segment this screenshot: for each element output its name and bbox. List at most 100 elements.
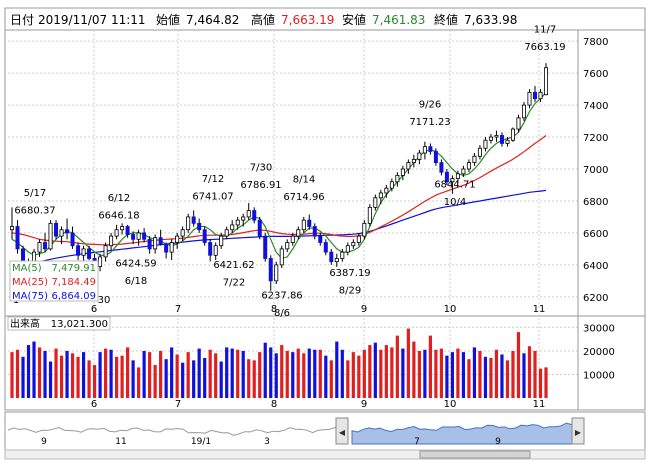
price-annotation: 5/17 [24, 188, 46, 199]
x-tick-label: 10 [444, 304, 457, 315]
volume-bar [131, 360, 135, 398]
candle [169, 239, 174, 261]
volume-bar [357, 355, 361, 398]
volume-bar [98, 352, 102, 398]
volume-bar [181, 362, 185, 398]
price-annotation: 8/29 [339, 286, 361, 297]
overview-handle-right[interactable] [571, 417, 585, 445]
candle [246, 203, 251, 221]
volume-bar [230, 348, 234, 398]
candle [43, 232, 48, 253]
volume-bar [324, 355, 328, 398]
header-high-value: 7,663.19 [281, 13, 334, 27]
candle [224, 226, 229, 240]
price-tick-label: 7400 [583, 101, 608, 112]
volume-bar [461, 352, 466, 398]
volume-bar [439, 348, 444, 398]
volume-bar [159, 350, 163, 398]
candle [76, 242, 81, 261]
volume-bar [142, 350, 146, 398]
candle [538, 89, 543, 102]
volume-tick-label: 20000 [583, 347, 615, 358]
ma5-line [11, 91, 547, 260]
volume-bar [280, 345, 284, 398]
overview-handle-left[interactable] [335, 417, 349, 445]
volume-bar [307, 348, 311, 398]
candle [439, 159, 444, 176]
volume-bar [483, 356, 488, 398]
header-high-label: 高値 [251, 12, 275, 27]
volume-bar [445, 355, 449, 398]
volume-bar [236, 349, 240, 398]
candle [472, 153, 477, 166]
price-annotation: 6/12 [108, 193, 130, 204]
volume-bar [434, 349, 438, 398]
volume-bar [291, 352, 295, 398]
volume-bar [373, 342, 377, 398]
candle [505, 137, 510, 147]
price-annotation: 7/30 [250, 163, 272, 174]
volume-bar [274, 353, 278, 398]
candle [422, 141, 427, 160]
scrollbar-thumb[interactable] [419, 450, 531, 459]
volume-bar [48, 361, 53, 398]
candle [483, 137, 488, 152]
candle [428, 143, 433, 155]
header-date-value: 2019/11/07 11:11 [38, 13, 146, 27]
candle [510, 127, 515, 142]
candle [219, 232, 224, 249]
candle [466, 159, 471, 173]
legend-ma75-value: 6,864.09 [51, 291, 96, 302]
header-date-label: 日付 [10, 13, 34, 27]
volume-bar [489, 358, 493, 398]
volume-bar [76, 356, 80, 398]
volume-bar [114, 356, 119, 398]
candle [87, 245, 92, 261]
candle [384, 184, 389, 198]
volume-bar [318, 349, 322, 398]
volume-x-tick-label: 8 [271, 399, 277, 410]
candle [191, 210, 196, 227]
candle [125, 224, 130, 238]
volume-bar [296, 348, 300, 398]
x-tick-label: 7 [175, 304, 181, 315]
volume-bar [522, 353, 526, 398]
volume-bar [103, 348, 108, 398]
volume-bar [472, 347, 477, 398]
candle [544, 63, 549, 96]
volume-bar [390, 347, 394, 398]
candle [147, 236, 152, 254]
candle [235, 216, 240, 230]
candle [136, 229, 141, 246]
volume-x-tick-label: 7 [175, 399, 181, 410]
overview-tick-label: 9 [495, 437, 501, 447]
candle [164, 242, 169, 259]
candle [532, 85, 537, 102]
volume-bar [544, 367, 548, 398]
volume-bar [340, 349, 344, 398]
overview-tick-label: 11 [115, 437, 126, 447]
header-low-value: 7,461.83 [372, 13, 425, 27]
candle [312, 223, 317, 240]
price-annotation: 6237.86 [261, 290, 302, 301]
price-annotation: 11/7 [534, 24, 556, 35]
candle [406, 159, 411, 174]
scrollbar-track[interactable] [4, 449, 646, 460]
candle [208, 239, 213, 262]
volume-bar [26, 345, 31, 398]
volume-bar [412, 341, 416, 398]
volume-bar [533, 350, 537, 398]
candle [186, 213, 191, 233]
price-annotation: 6786.91 [240, 180, 281, 191]
volume-bar [335, 341, 339, 398]
volume-bar [456, 348, 460, 398]
candle [417, 149, 422, 165]
header-open-value: 7,464.82 [186, 13, 239, 27]
volume-bar [92, 365, 97, 398]
candle [318, 232, 323, 246]
volume-bar [269, 347, 273, 398]
volume-bar [247, 359, 251, 398]
candle [213, 242, 218, 261]
price-annotation: 30 [98, 295, 111, 306]
legend-ma5-value: 7,479.91 [51, 263, 96, 274]
